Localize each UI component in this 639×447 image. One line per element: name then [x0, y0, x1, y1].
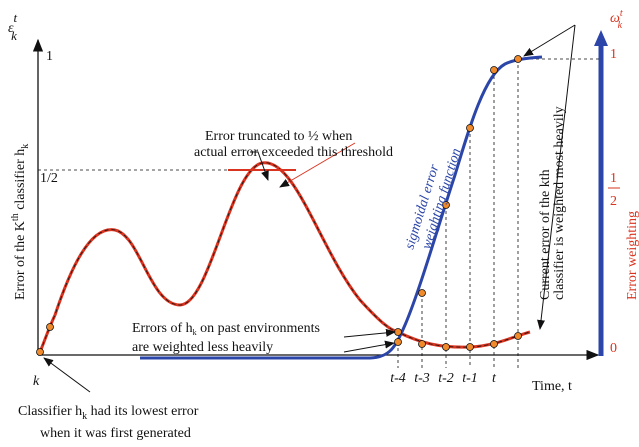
x-tick: t-2 — [438, 371, 454, 386]
origin-label: k — [33, 374, 40, 389]
x-tick: t-4 — [390, 371, 406, 386]
guides — [38, 58, 600, 368]
right-half-num: 1 — [610, 171, 617, 186]
left-symbol: εt k — [8, 10, 18, 43]
right-half-den: 2 — [610, 194, 617, 209]
truncation-note: actual error exceeded this threshold — [194, 145, 393, 160]
past-note: are weighted less heavily — [132, 340, 273, 355]
x-tick: t-1 — [462, 371, 478, 386]
left-axis-title: Error of the Kth classifier hk — [10, 144, 31, 300]
lowest-note: when it was first generated — [40, 426, 191, 441]
right-bottom-label: 0 — [610, 341, 617, 356]
right-symbol: ωt k — [610, 8, 623, 31]
current-note: classifier is weighted most heavily — [552, 106, 567, 300]
sigmoid-curve — [140, 55, 543, 360]
right-top-label: 1 — [610, 47, 617, 62]
right-axis-title: Error weighting — [625, 211, 639, 300]
x-axis-title: Time, t — [532, 379, 572, 394]
past-note: Errors of hk on past environments — [132, 321, 320, 337]
points — [36, 55, 522, 356]
right-axis-arrow — [594, 30, 608, 46]
truncation-note: Error truncated to ½ when — [205, 129, 352, 144]
error-curve-dash — [39, 162, 531, 353]
pointers — [43, 24, 576, 393]
x-tick: t — [492, 371, 497, 386]
left-half-label: 1/2 — [40, 171, 58, 186]
x-tick: t-3 — [414, 371, 430, 386]
x-ticks: t-4 t-3 t-2 t-1 t — [390, 371, 497, 386]
current-note: Current error of the kth — [538, 169, 553, 300]
left-top-label: 1 — [46, 49, 53, 64]
lowest-note: Classifier hk had its lowest error — [18, 404, 199, 422]
